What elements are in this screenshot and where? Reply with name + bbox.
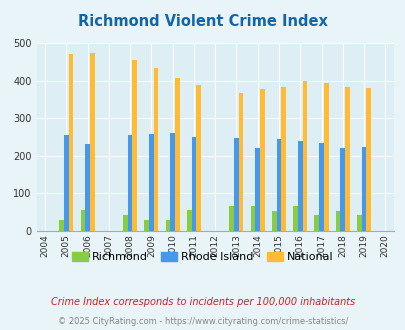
- Bar: [250, 206, 255, 231]
- Bar: [128, 135, 132, 231]
- Bar: [68, 54, 73, 231]
- Bar: [281, 86, 285, 231]
- Bar: [132, 60, 137, 231]
- Bar: [318, 143, 323, 231]
- Bar: [297, 141, 302, 231]
- Bar: [340, 148, 344, 231]
- Text: Richmond Violent Crime Index: Richmond Violent Crime Index: [78, 14, 327, 29]
- Bar: [260, 89, 264, 231]
- Bar: [234, 138, 238, 231]
- Bar: [64, 135, 68, 231]
- Text: © 2025 CityRating.com - https://www.cityrating.com/crime-statistics/: © 2025 CityRating.com - https://www.city…: [58, 317, 347, 326]
- Bar: [165, 220, 170, 231]
- Bar: [271, 211, 276, 231]
- Bar: [175, 78, 179, 231]
- Bar: [170, 133, 175, 231]
- Bar: [238, 93, 243, 231]
- Bar: [90, 53, 94, 231]
- Bar: [335, 212, 340, 231]
- Legend: Richmond, Rhode Island, National: Richmond, Rhode Island, National: [68, 248, 337, 267]
- Bar: [314, 215, 318, 231]
- Bar: [186, 210, 191, 231]
- Bar: [356, 215, 361, 231]
- Bar: [292, 206, 297, 231]
- Bar: [323, 83, 328, 231]
- Bar: [149, 134, 153, 231]
- Bar: [276, 139, 281, 231]
- Bar: [361, 147, 365, 231]
- Bar: [59, 220, 64, 231]
- Bar: [229, 206, 234, 231]
- Bar: [153, 69, 158, 231]
- Bar: [255, 148, 260, 231]
- Bar: [344, 87, 349, 231]
- Bar: [196, 85, 200, 231]
- Bar: [123, 215, 128, 231]
- Bar: [80, 210, 85, 231]
- Text: Crime Index corresponds to incidents per 100,000 inhabitants: Crime Index corresponds to incidents per…: [51, 297, 354, 307]
- Bar: [302, 81, 307, 231]
- Bar: [191, 137, 196, 231]
- Bar: [144, 220, 149, 231]
- Bar: [365, 88, 370, 231]
- Bar: [85, 145, 90, 231]
